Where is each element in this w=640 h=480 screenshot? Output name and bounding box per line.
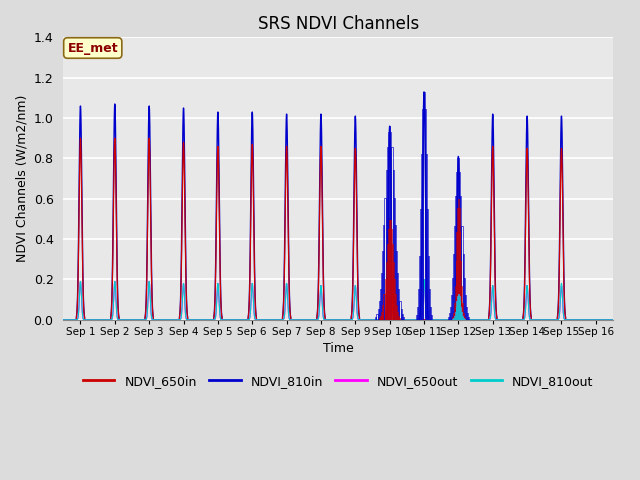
Legend: NDVI_650in, NDVI_810in, NDVI_650out, NDVI_810out: NDVI_650in, NDVI_810in, NDVI_650out, NDV… [78,370,598,393]
Text: EE_met: EE_met [67,41,118,55]
X-axis label: Time: Time [323,342,353,355]
Title: SRS NDVI Channels: SRS NDVI Channels [257,15,419,33]
Y-axis label: NDVI Channels (W/m2/nm): NDVI Channels (W/m2/nm) [15,95,28,262]
